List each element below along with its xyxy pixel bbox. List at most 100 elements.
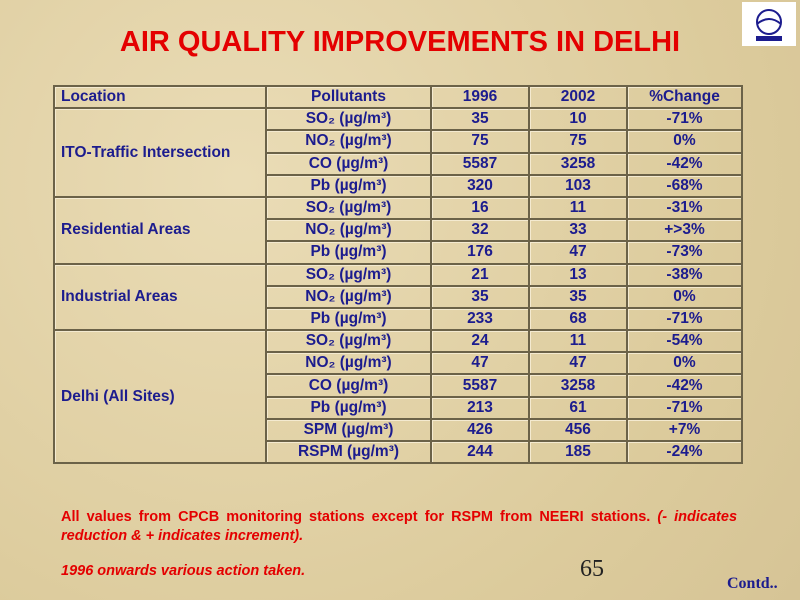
value-cell: 5587: [430, 373, 530, 398]
note-text: All values from CPCB monitoring stations…: [61, 509, 651, 525]
page-number: 65: [580, 556, 604, 582]
pollutant-cell: SO₂ (µg/m³): [265, 262, 432, 287]
table-row: RSPM (µg/m³) 244 185 -24%: [54, 439, 743, 465]
pollutant-cell: CO (µg/m³): [265, 373, 432, 398]
value-cell: 32: [430, 218, 530, 243]
value-cell: 47: [430, 351, 530, 376]
value-cell: 0%: [626, 284, 743, 309]
pollutant-cell: SPM (µg/m³): [265, 417, 432, 443]
notes: All values from CPCB monitoring stations…: [61, 508, 737, 546]
value-cell: 21: [430, 262, 530, 287]
value-cell: 3258: [528, 151, 628, 176]
value-cell: 35: [528, 284, 628, 309]
value-cell: 75: [430, 129, 530, 154]
pollutant-cell: Pb (µg/m³): [265, 395, 432, 420]
value-cell: 16: [430, 195, 530, 221]
location-cell: Residential Areas: [53, 195, 267, 265]
value-cell: -73%: [626, 240, 743, 265]
value-cell: -42%: [626, 151, 743, 176]
table-row: Pb (µg/m³) 176 47 -73%: [54, 240, 743, 265]
value-cell: 3258: [528, 373, 628, 398]
pollutant-cell: SO₂ (µg/m³): [265, 195, 432, 221]
value-cell: -31%: [626, 195, 743, 221]
value-cell: -38%: [626, 262, 743, 287]
location-cell: ITO-Traffic Intersection: [53, 107, 267, 198]
value-cell: +>3%: [626, 218, 743, 243]
value-cell: -24%: [626, 439, 743, 465]
value-cell: 35: [430, 284, 530, 309]
data-table: Location Pollutants 1996 2002 %Change ITO-Tra…: [53, 84, 743, 465]
value-cell: 176: [430, 240, 530, 265]
pollutant-cell: CO (µg/m³): [265, 151, 432, 176]
note-legend: (- indicates reduction & + indicates inc…: [61, 509, 738, 544]
value-cell: 10: [528, 107, 628, 132]
table-row: Industrial Areas SO₂ (µg/m³) 21 13 -38%: [53, 262, 743, 332]
pollutant-cell: NO₂ (µg/m³): [265, 351, 432, 376]
header-cell: 2002: [528, 84, 628, 110]
header-cell: Pollutants: [265, 84, 432, 110]
table-row: CO (µg/m³) 5587 3258 -42%: [54, 151, 743, 176]
value-cell: 5587: [430, 151, 530, 176]
value-cell: 185: [528, 439, 628, 465]
table-row: CO (µg/m³) 5587 3258 -42%: [54, 373, 743, 398]
value-cell: 75: [528, 129, 628, 154]
value-cell: -42%: [626, 373, 743, 398]
slide-title: AIR QUALITY IMPROVEMENTS IN DELHI: [119, 26, 681, 58]
table-row: Residential Areas SO₂ (µg/m³) 16 11 -31%: [53, 195, 743, 265]
logo: [742, 2, 796, 46]
pollutant-cell: SO₂ (µg/m³): [265, 329, 432, 354]
value-cell: -68%: [626, 173, 743, 198]
table-row: Pb (µg/m³) 233 68 -71%: [54, 306, 743, 332]
value-cell: 213: [430, 395, 530, 420]
note-action: 1996 onwards various action taken.: [61, 563, 306, 579]
header-cell: 1996: [430, 84, 530, 110]
value-cell: 35: [430, 107, 530, 132]
continued: Contd..: [727, 575, 778, 592]
location-cell: Delhi (All Sites): [53, 329, 267, 465]
table-row: SPM (µg/m³) 426 456 +7%: [54, 417, 743, 443]
value-cell: 320: [430, 173, 530, 198]
table-row: NO₂ (µg/m³) 75 75 0%: [54, 129, 743, 154]
pollutant-cell: NO₂ (µg/m³): [265, 284, 432, 309]
value-cell: 456: [528, 417, 628, 443]
value-cell: -71%: [626, 107, 743, 132]
value-cell: 68: [528, 306, 628, 332]
value-cell: +7%: [626, 417, 743, 443]
table-row: NO₂ (µg/m³) 47 47 0%: [54, 351, 743, 376]
value-cell: -71%: [626, 395, 743, 420]
pollutant-cell: NO₂ (µg/m³): [265, 218, 432, 243]
location-cell: Industrial Areas: [53, 262, 267, 332]
pollutant-cell: RSPM (µg/m³): [265, 439, 432, 465]
table-row: Pb (µg/m³) 213 61 -71%: [54, 395, 743, 420]
value-cell: 47: [528, 240, 628, 265]
value-cell: 0%: [626, 129, 743, 154]
value-cell: 426: [430, 417, 530, 443]
header-row: Location Pollutants 1996 2002 %Change: [53, 84, 743, 110]
header-cell: Location: [53, 84, 267, 110]
pollutant-cell: Pb (µg/m³): [265, 173, 432, 198]
value-cell: 244: [430, 439, 530, 465]
value-cell: 0%: [626, 351, 743, 376]
table-row: Pb (µg/m³) 320 103 -68%: [54, 173, 743, 198]
header-cell: %Change: [626, 84, 743, 110]
table-row: NO₂ (µg/m³) 32 33 +>3%: [54, 218, 743, 243]
value-cell: 47: [528, 351, 628, 376]
table-row: Delhi (All Sites) SO₂ (µg/m³) 24 11 -54%: [53, 329, 743, 465]
table-row: ITO-Traffic Intersection SO₂ (µg/m³) 35 10-…: [53, 107, 743, 198]
value-cell: 33: [528, 218, 628, 243]
value-cell: 61: [528, 395, 628, 420]
pollutant-cell: Pb (µg/m³): [265, 306, 432, 332]
value-cell: 13: [528, 262, 628, 287]
value-cell: -71%: [626, 306, 743, 332]
table-row: NO₂ (µg/m³) 35 35 0%: [54, 284, 743, 309]
value-cell: -54%: [626, 329, 743, 354]
pollutant-cell: SO₂ (µg/m³): [265, 107, 432, 132]
value-cell: 11: [528, 195, 628, 221]
value-cell: 11: [528, 329, 628, 354]
pollutant-cell: NO₂ (µg/m³): [265, 129, 432, 154]
value-cell: 24: [430, 329, 530, 354]
pollutant-cell: Pb (µg/m³): [265, 240, 432, 265]
value-cell: 103: [528, 173, 628, 198]
value-cell: 233: [430, 306, 530, 332]
